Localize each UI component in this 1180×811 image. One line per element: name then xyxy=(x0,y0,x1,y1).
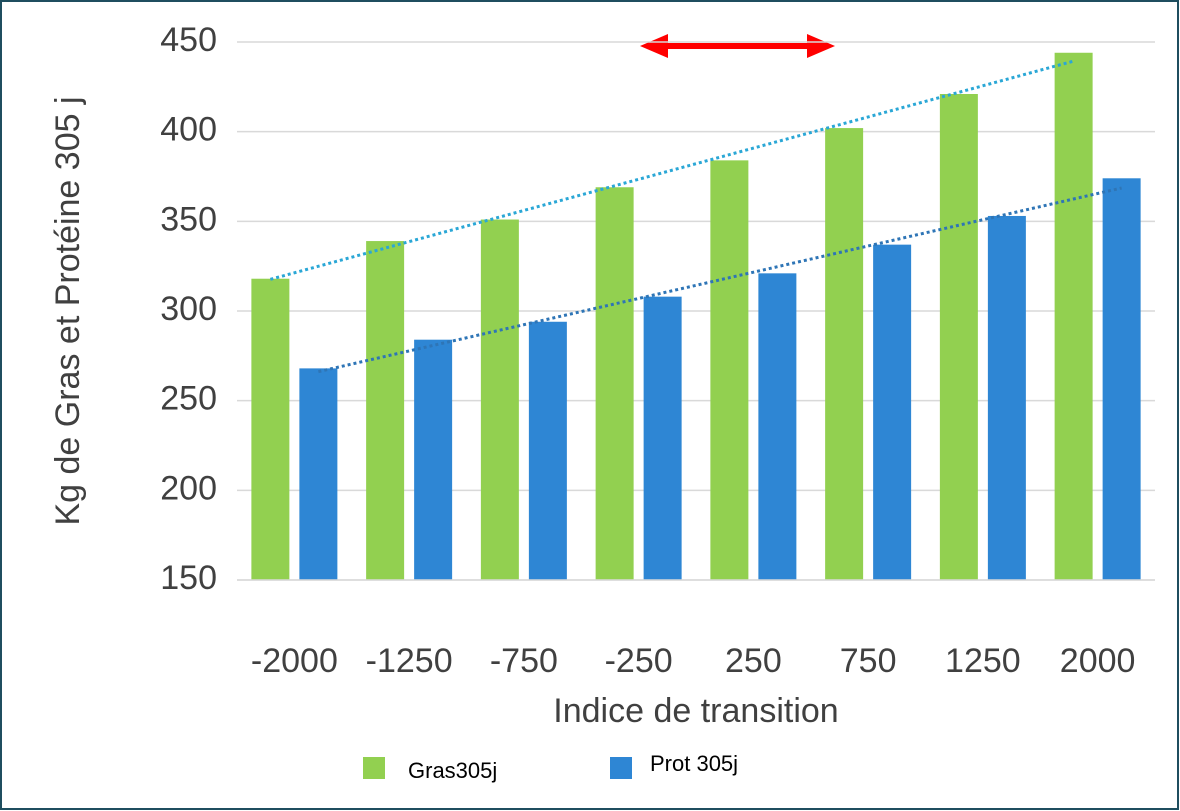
bar xyxy=(939,94,978,581)
bar xyxy=(595,187,634,580)
bar xyxy=(825,128,864,580)
y-tick-label: 450 xyxy=(160,21,217,59)
x-axis-title: Indice de transition xyxy=(553,692,838,730)
bar xyxy=(873,244,912,580)
bar xyxy=(366,241,405,580)
bar xyxy=(414,339,453,580)
bar xyxy=(528,321,567,580)
x-tick-label: -250 xyxy=(605,642,673,680)
trendline xyxy=(269,59,1075,281)
legend-label: Prot 305j xyxy=(650,751,738,776)
bar xyxy=(1102,178,1141,580)
x-tick-label: -2000 xyxy=(251,642,338,680)
bar xyxy=(1054,52,1093,580)
x-tick-label: 750 xyxy=(840,642,897,680)
x-tick-label: 1250 xyxy=(945,642,1021,680)
legend-swatch xyxy=(610,757,632,779)
y-axis-title: Kg de Gras et Protéine 305 j xyxy=(49,96,87,525)
bar xyxy=(251,278,290,580)
x-tick-label: 2000 xyxy=(1060,642,1136,680)
y-tick-label: 300 xyxy=(160,290,217,328)
range-arrow xyxy=(640,34,835,58)
bar xyxy=(710,160,749,581)
y-tick-label: 400 xyxy=(160,111,217,149)
y-tick-label: 200 xyxy=(160,469,217,507)
y-tick-label: 250 xyxy=(160,380,217,418)
bar xyxy=(643,296,682,580)
legend-swatch xyxy=(363,757,385,779)
bar xyxy=(758,273,797,580)
trendline xyxy=(318,186,1122,374)
x-tick-label: -1250 xyxy=(366,642,453,680)
bar xyxy=(480,219,519,581)
bar xyxy=(299,368,338,580)
y-tick-label: 350 xyxy=(160,200,217,238)
y-tick-label: 150 xyxy=(160,559,217,597)
legend-label: Gras305j xyxy=(408,758,497,783)
x-tick-label: 250 xyxy=(725,642,782,680)
x-tick-label: -750 xyxy=(490,642,558,680)
bar xyxy=(987,215,1026,580)
